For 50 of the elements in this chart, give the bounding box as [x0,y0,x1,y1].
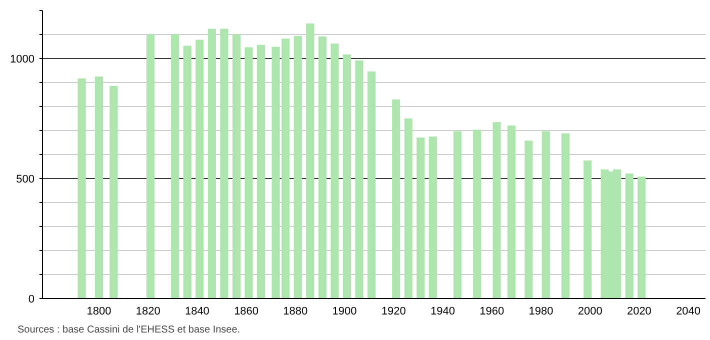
bar [342,54,352,298]
bar [318,36,326,298]
x-tick-label: 1860 [234,306,259,318]
bar [473,130,482,298]
bar [171,34,180,298]
bar [244,47,253,298]
x-tick-label: 1800 [86,306,112,318]
bar [146,34,155,298]
bar [625,173,634,298]
x-tick-label: 2040 [676,306,701,318]
x-tick-label: 1960 [480,306,504,318]
x-tick-label: 1920 [381,306,406,318]
bar [306,23,314,298]
bar [220,28,228,298]
bar [392,100,400,298]
bar [78,78,86,298]
bar [256,44,266,298]
x-tick-label: 2000 [578,306,602,318]
x-tick-label: 1880 [283,306,308,318]
y-tick-label: 0 [28,294,35,306]
bar [561,133,570,298]
bar [416,137,425,298]
bar [294,36,302,298]
x-tick-label: 1900 [332,306,357,318]
bar [94,76,104,298]
bar [428,136,437,298]
bar [524,140,533,298]
bar [404,118,412,298]
y-tick-label: 1000 [10,54,35,66]
x-tick-label: 1820 [136,306,160,318]
bar [330,44,339,298]
bar [453,131,462,298]
x-tick-label: 1940 [430,306,456,318]
bar [110,86,118,298]
source-note: Sources : base Cassini de l'EHESS et base Insee. [18,324,240,336]
bar [492,122,501,298]
y-tick-label: 500 [16,174,35,186]
bar [638,176,646,298]
bar [196,40,204,298]
bar [183,46,192,298]
bar [542,131,550,298]
x-tick-label: 2020 [626,306,652,318]
bar [507,125,516,298]
bar [355,60,364,298]
x-tick-label: 1980 [528,306,554,318]
bar [367,71,376,298]
bar [208,28,216,298]
x-tick-label: 1840 [184,306,210,318]
bar [232,34,241,298]
bar [584,160,592,298]
